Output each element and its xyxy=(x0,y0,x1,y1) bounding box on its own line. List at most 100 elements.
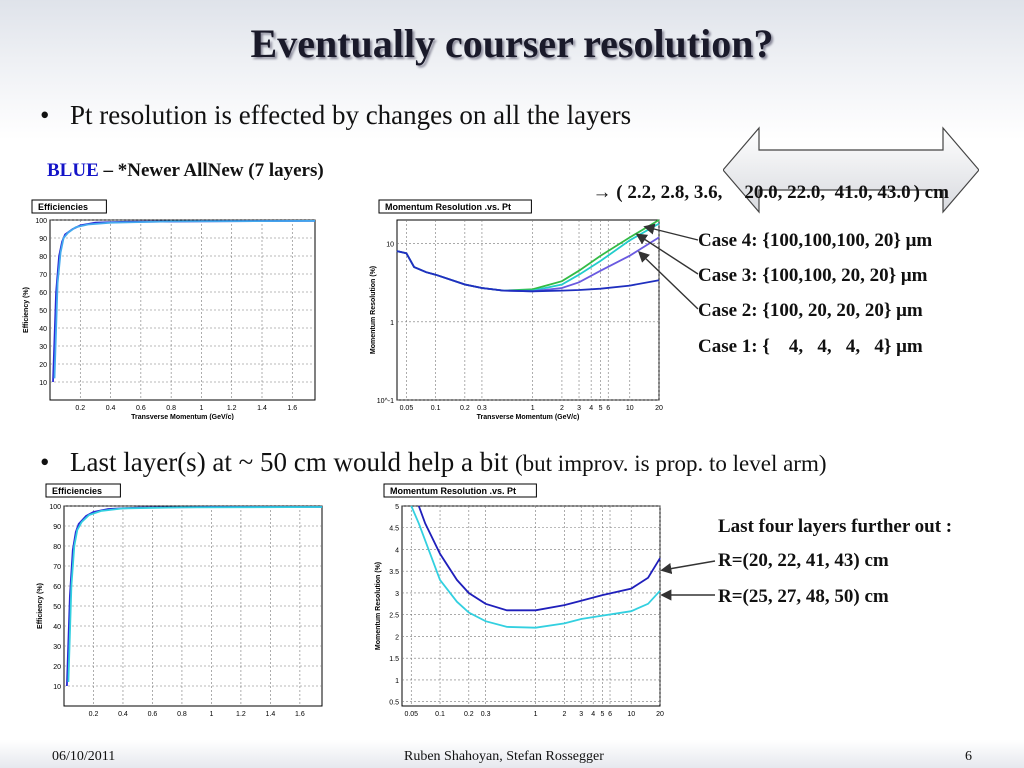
chart-title-box xyxy=(383,483,537,498)
bullet-2-paren: (but improv. is prop. to level arm) xyxy=(515,451,827,476)
y-tick-label: 5 xyxy=(395,504,399,511)
case-1-label: Case 1: { 4, 4, 4, 4} μm xyxy=(698,336,923,357)
y-tick-label: 4 xyxy=(395,547,399,554)
y-axis-label: Efficiency (%) xyxy=(37,583,44,629)
further-r2: R=(25, 27, 48, 50) cm xyxy=(718,586,889,607)
x-tick-label: 0.2 xyxy=(460,405,470,412)
x-tick-label: 4 xyxy=(589,405,593,412)
x-tick-label: 20 xyxy=(655,405,663,412)
y-tick-label: 30 xyxy=(53,644,61,651)
x-tick-label: 6 xyxy=(606,405,610,412)
x-tick-label: 0.1 xyxy=(435,711,445,718)
x-tick-label: 0.4 xyxy=(118,711,128,718)
x-axis-label: Transverse Momentum (GeV/c) xyxy=(477,414,580,421)
further-heading: Last four layers further out : xyxy=(718,516,953,537)
y-tick-label: 2.5 xyxy=(389,613,399,620)
bullet-dot-icon: • xyxy=(40,100,50,130)
x-tick-label: 0.2 xyxy=(464,711,474,718)
x-tick-label: 4 xyxy=(591,711,595,718)
x-tick-label: 2 xyxy=(560,405,564,412)
bullet-2: • Last layer(s) at ~ 50 cm would help a b… xyxy=(40,447,827,478)
slide-title: Eventually courser resolution? xyxy=(250,21,774,66)
y-tick-label: 100 xyxy=(49,504,61,511)
legend-description: – *Newer AllNew (7 layers) xyxy=(103,160,324,181)
x-tick-label: 2 xyxy=(562,711,566,718)
case-3-label: Case 3: {100,100, 20, 20} μm xyxy=(698,265,928,286)
x-tick-label: 5 xyxy=(600,711,604,718)
x-tick-label: 1.2 xyxy=(227,405,237,412)
y-tick-label: 80 xyxy=(39,254,47,261)
x-tick-label: 0.2 xyxy=(75,405,85,412)
footer-date: 06/10/2011 xyxy=(52,749,116,764)
y-tick-label: 70 xyxy=(53,564,61,571)
series-line-2 xyxy=(410,505,661,629)
radii-boxed: 20.0, 22.0, 41.0, 43.0 xyxy=(744,182,911,203)
x-tick-label: 0.1 xyxy=(431,405,441,412)
y-tick-label: 10 xyxy=(39,380,47,387)
chart-title: Momentum Resolution .vs. Pt xyxy=(385,202,511,212)
x-tick-label: 1 xyxy=(531,405,535,412)
x-tick-label: 0.05 xyxy=(400,405,414,412)
x-tick-label: 10 xyxy=(626,405,634,412)
y-axis-label: Momentum Resolution (%) xyxy=(370,266,377,354)
x-tick-label: 0.2 xyxy=(89,711,99,718)
y-tick-label: 80 xyxy=(53,544,61,551)
y-tick-label: 40 xyxy=(53,624,61,631)
y-tick-label: 1 xyxy=(390,320,394,327)
x-tick-label: 20 xyxy=(656,711,664,718)
efficiency-chart-bottom: Efficiencies 0.2 0.4 0.6 0.8 1 1.2 1.4 1.6 10 20 30… xyxy=(37,483,323,718)
efficiency-chart-top: Efficiencies 0.2 0.4 0.6 0.8 1 1.2 1.4 1.6 10 20 30… xyxy=(23,199,316,420)
y-tick-label: 0.5 xyxy=(389,700,399,707)
y-tick-label: 60 xyxy=(53,584,61,591)
bullet-1-text: Pt resolution is effected by changes on … xyxy=(70,100,632,130)
x-tick-label: 3 xyxy=(579,711,583,718)
x-tick-label: 0.3 xyxy=(481,711,491,718)
legend-line: BLUE – *Newer AllNew (7 layers) xyxy=(47,160,324,182)
bullet-dot-icon: • xyxy=(40,447,50,477)
x-tick-label: 0.8 xyxy=(166,405,176,412)
y-tick-label: 3 xyxy=(395,591,399,598)
x-tick-label: 0.8 xyxy=(177,711,187,718)
radii-suffix: ) cm xyxy=(913,182,949,203)
y-tick-label: 10 xyxy=(53,684,61,691)
y-tick-label: 90 xyxy=(53,524,61,531)
y-tick-label: 20 xyxy=(53,664,61,671)
case-4-label: Case 4: {100,100,100, 20} μm xyxy=(698,230,933,251)
x-tick-label: 1.4 xyxy=(257,405,267,412)
bullet-1: • Pt resolution is effected by changes on… xyxy=(40,100,631,131)
x-tick-label: 1.4 xyxy=(266,711,276,718)
chart-title-box xyxy=(378,199,532,214)
chart-title-box xyxy=(31,199,107,214)
x-tick-label: 1 xyxy=(199,405,203,412)
x-tick-label: 6 xyxy=(608,711,612,718)
resolution-chart-bottom: Momentum Resolution .vs. Pt 0.05 0.1 0.2 0.3… xyxy=(375,483,664,718)
y-tick-label: 100 xyxy=(35,218,47,225)
y-tick-label: 50 xyxy=(39,308,47,315)
y-tick-label: 1.5 xyxy=(389,656,399,663)
y-tick-label: 10^-1 xyxy=(377,398,394,405)
series-line-1 xyxy=(417,505,661,612)
x-tick-label: 0.4 xyxy=(106,405,116,412)
x-tick-label: 1.6 xyxy=(287,405,297,412)
x-tick-label: 1 xyxy=(534,711,538,718)
double-arrow-icon xyxy=(723,126,979,214)
y-tick-label: 3.5 xyxy=(389,569,399,576)
x-tick-label: 10 xyxy=(627,711,635,718)
y-axis-label: Momentum Resolution (%) xyxy=(375,562,382,650)
y-tick-label: 50 xyxy=(53,604,61,611)
y-tick-label: 40 xyxy=(39,326,47,333)
case-pointer-arrows xyxy=(635,223,699,310)
chart-title: Efficiencies xyxy=(38,202,88,212)
footer-page-number: 6 xyxy=(965,749,972,764)
y-tick-label: 60 xyxy=(39,290,47,297)
x-axis-label: Transverse Momentum (GeV/c) xyxy=(131,414,234,420)
y-tick-label: 10 xyxy=(386,242,394,249)
y-tick-label: 2 xyxy=(395,634,399,641)
x-tick-label: 3 xyxy=(577,405,581,412)
series-line-2 xyxy=(67,506,323,683)
y-tick-label: 30 xyxy=(39,344,47,351)
further-r1: R=(20, 22, 41, 43) cm xyxy=(718,550,889,571)
chart-title-box xyxy=(45,483,121,498)
x-tick-label: 0.05 xyxy=(404,711,418,718)
y-axis-label: Efficiency (%) xyxy=(23,287,30,333)
